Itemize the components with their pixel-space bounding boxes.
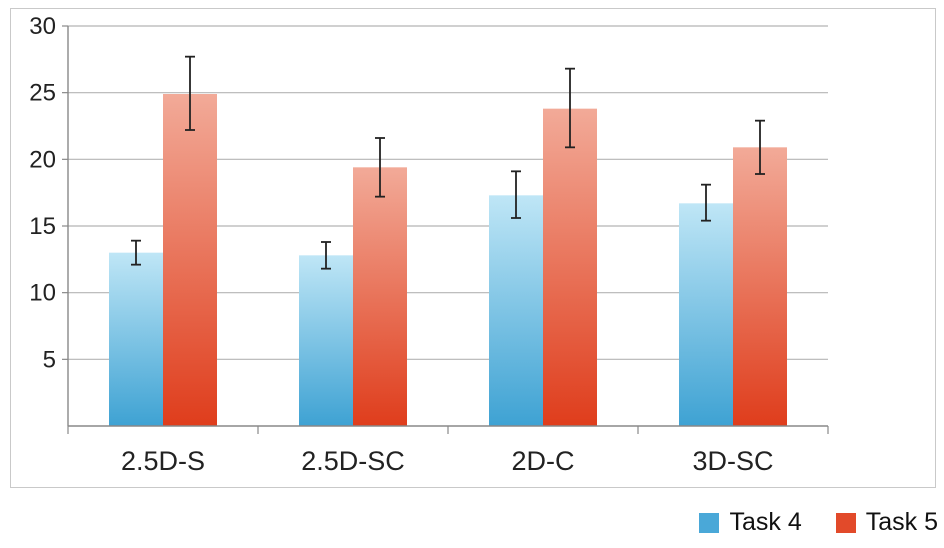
error-bar <box>131 239 141 266</box>
bar-task-5-2-5d-s <box>163 94 217 426</box>
error-bar <box>375 137 385 198</box>
x-tick-label: 2D-C <box>511 446 574 476</box>
y-tick-label: 15 <box>29 213 56 240</box>
tick-label-layer: 5 10 15 20 25 30 2.5D-S 2.5D-SC 2D-C 3D-SC <box>29 13 773 476</box>
y-tick-label: 25 <box>29 80 56 107</box>
y-tick-label: 5 <box>43 346 56 373</box>
x-tick-label: 2.5D-S <box>121 446 205 476</box>
bar-task-5-2-5d-sc <box>353 167 407 427</box>
error-bar <box>321 241 331 270</box>
bar-task-5-2d-c <box>543 108 597 427</box>
legend-swatch-task-4 <box>699 512 720 533</box>
axis-layer <box>62 25 829 434</box>
error-bar <box>185 55 195 131</box>
error-bar-layer <box>131 55 765 270</box>
bar-task-4-2d-c <box>489 195 543 426</box>
legend-item-task-5: Task 5 <box>835 508 938 537</box>
bar-task-4-3d-sc <box>679 203 733 426</box>
legend-item-task-4: Task 4 <box>699 508 802 537</box>
error-bar <box>565 67 575 149</box>
legend-label-task-4: Task 4 <box>729 508 802 536</box>
x-tick-label: 2.5D-SC <box>301 446 405 476</box>
legend-swatch-task-5 <box>835 512 856 533</box>
bar-task-4-2-5d-sc <box>299 255 353 426</box>
x-tick-label: 3D-SC <box>692 446 773 476</box>
error-bar <box>701 183 711 222</box>
bar-task-5-3d-sc <box>733 147 787 427</box>
y-tick-label: 20 <box>29 146 56 173</box>
error-bar <box>511 170 521 219</box>
y-tick-label: 10 <box>29 280 56 307</box>
bar-task-4-2-5d-s <box>109 252 163 426</box>
legend-label-task-5: Task 5 <box>865 508 938 536</box>
error-bar <box>755 119 765 175</box>
bar-layer <box>109 94 787 427</box>
legend: Task 4 Task 5 <box>699 508 938 537</box>
y-tick-label: 30 <box>29 13 56 40</box>
